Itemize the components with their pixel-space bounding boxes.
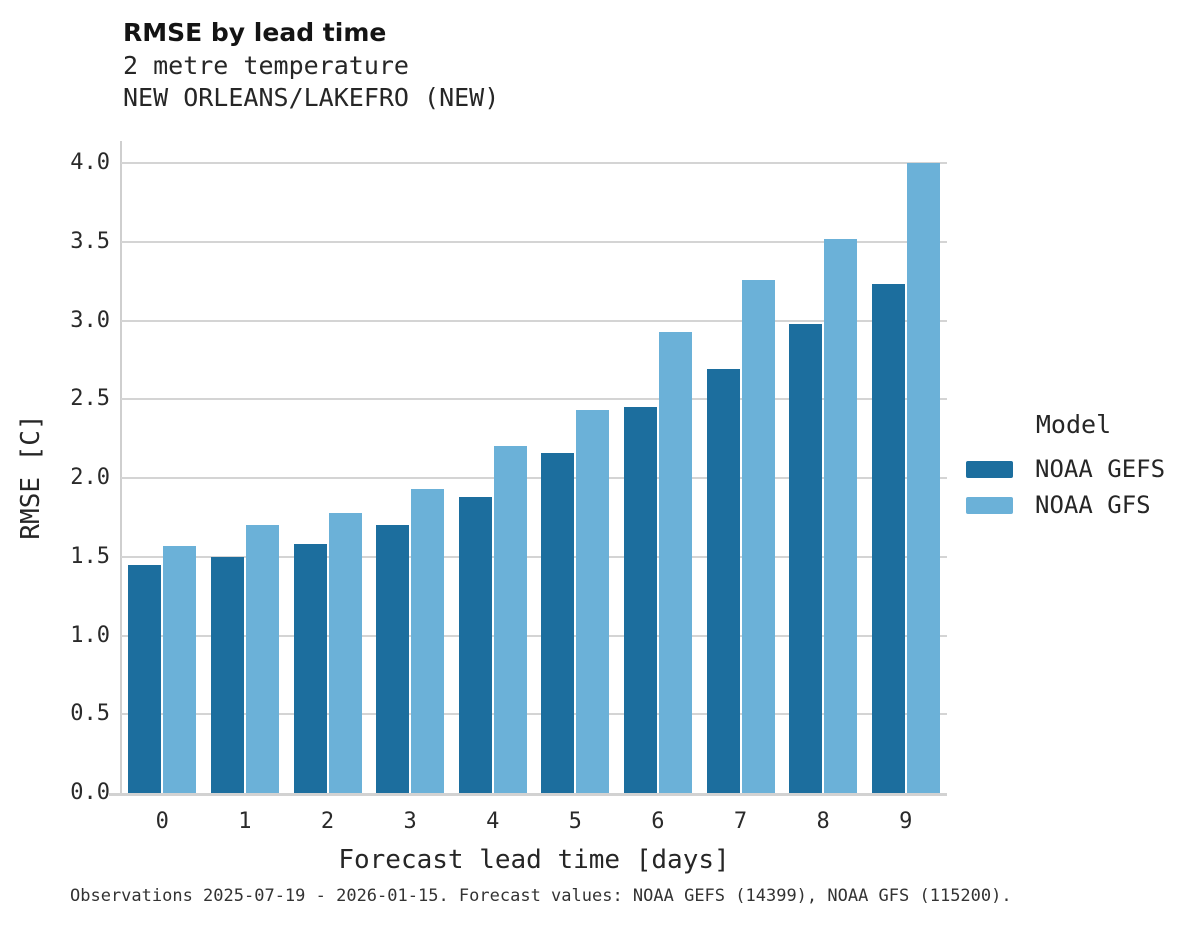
bar-noaa-gfs-lead-2 — [328, 513, 362, 793]
chart-subtitle-variable: 2 metre temperature — [123, 51, 409, 80]
bar-noaa-gfs-lead-7 — [741, 280, 775, 793]
bar-noaa-gfs-lead-8 — [824, 239, 858, 793]
gridline-y-3.5 — [121, 240, 947, 243]
bar-noaa-gefs-lead-2 — [293, 544, 327, 793]
legend-label-noaa-gefs: NOAA GEFS — [1035, 455, 1166, 483]
legend-entry-noaa-gefs: NOAA GEFS — [966, 451, 1181, 487]
bar-noaa-gfs-lead-0 — [163, 546, 197, 793]
y-tick-label-1.5: 1.5 — [70, 543, 110, 569]
y-tick-label-3.0: 3.0 — [70, 307, 110, 333]
chart-title: RMSE by lead time — [123, 18, 387, 47]
gridline-y-2 — [121, 477, 947, 479]
bar-noaa-gefs-lead-4 — [458, 497, 492, 793]
bar-noaa-gefs-lead-0 — [128, 565, 162, 793]
x-axis-tick-labels: 0 1 2 3 4 5 6 7 8 9 — [121, 806, 947, 838]
bar-noaa-gfs-lead-3 — [411, 489, 445, 793]
y-tick-label-4.0: 4.0 — [70, 150, 110, 175]
y-tick-label-0.5: 0.5 — [70, 701, 110, 727]
x-axis-line — [109, 793, 947, 796]
x-tick-label-8: 8 — [816, 809, 830, 834]
bar-noaa-gfs-lead-9 — [906, 163, 940, 793]
x-tick-label-3: 3 — [403, 809, 417, 834]
legend-swatch-noaa-gfs-icon — [966, 496, 1013, 514]
gridline-y-4 — [121, 162, 947, 164]
gridline-y-1.5 — [121, 555, 947, 558]
x-tick-label-4: 4 — [486, 809, 500, 834]
chart-subtitle-station: NEW ORLEANS/LAKEFRO (NEW) — [123, 83, 500, 112]
legend-entry-noaa-gfs: NOAA GFS — [966, 487, 1181, 523]
x-axis-title: Forecast lead time [days] — [338, 845, 730, 875]
bar-noaa-gefs-lead-9 — [871, 284, 905, 793]
bar-noaa-gefs-lead-7 — [706, 369, 740, 793]
x-tick-label-9: 9 — [899, 809, 913, 834]
bar-noaa-gfs-lead-5 — [576, 410, 610, 793]
y-tick-label-3.5: 3.5 — [70, 228, 110, 254]
gridline-y-3 — [121, 319, 947, 322]
x-tick-label-2: 2 — [320, 809, 335, 834]
gridline-y-0.5 — [121, 713, 947, 716]
y-tick-label-2.0: 2.0 — [70, 465, 110, 490]
x-tick-label-5: 5 — [568, 809, 582, 834]
y-tick-label-2.5: 2.5 — [70, 386, 110, 412]
legend-title: Model — [1035, 410, 1112, 439]
bar-noaa-gefs-lead-1 — [210, 557, 244, 793]
legend: Model NOAA GEFS NOAA GFS — [966, 410, 1181, 523]
bar-noaa-gefs-lead-5 — [541, 453, 575, 793]
legend-swatch-noaa-gefs-icon — [966, 460, 1013, 478]
bar-noaa-gefs-lead-6 — [623, 407, 657, 793]
y-axis-tick-labels: 0.0 0.5 1.0 1.5 2.0 2.5 3.0 3.5 4.0 — [36, 0, 110, 928]
x-tick-label-0: 0 — [155, 809, 169, 834]
bar-noaa-gfs-lead-4 — [493, 446, 527, 793]
bar-noaa-gefs-lead-8 — [789, 324, 823, 793]
x-tick-label-1: 1 — [238, 809, 252, 834]
plot-area — [121, 141, 947, 793]
bar-noaa-gfs-lead-6 — [658, 332, 692, 793]
x-tick-label-6: 6 — [651, 809, 665, 834]
footer-note: Observations 2025-07-19 - 2026-01-15. Fo… — [70, 886, 1012, 906]
gridline-y-2.5 — [121, 398, 947, 401]
x-tick-label-7: 7 — [733, 809, 748, 834]
gridline-y-1 — [121, 634, 947, 637]
bar-noaa-gefs-lead-3 — [376, 525, 410, 793]
legend-label-noaa-gfs: NOAA GFS — [1035, 491, 1151, 519]
bar-noaa-gfs-lead-1 — [245, 525, 279, 793]
y-tick-label-0.0: 0.0 — [70, 780, 110, 805]
y-axis-line — [120, 141, 122, 796]
y-tick-label-1.0: 1.0 — [70, 622, 110, 648]
